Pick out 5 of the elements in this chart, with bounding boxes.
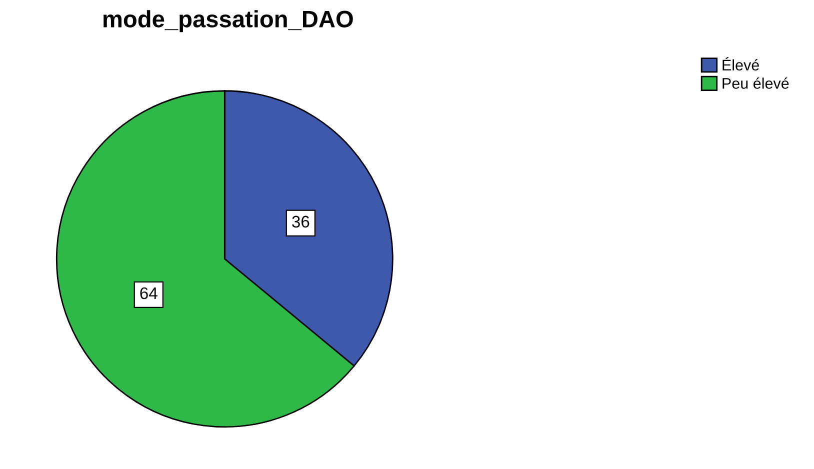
legend-label: Peu élevé xyxy=(722,77,789,89)
data-label: 64 xyxy=(140,287,158,300)
data-label: 36 xyxy=(292,216,310,228)
legend-label: Élevé xyxy=(722,57,759,71)
chart-title: mode_passation_DAO xyxy=(104,10,353,32)
